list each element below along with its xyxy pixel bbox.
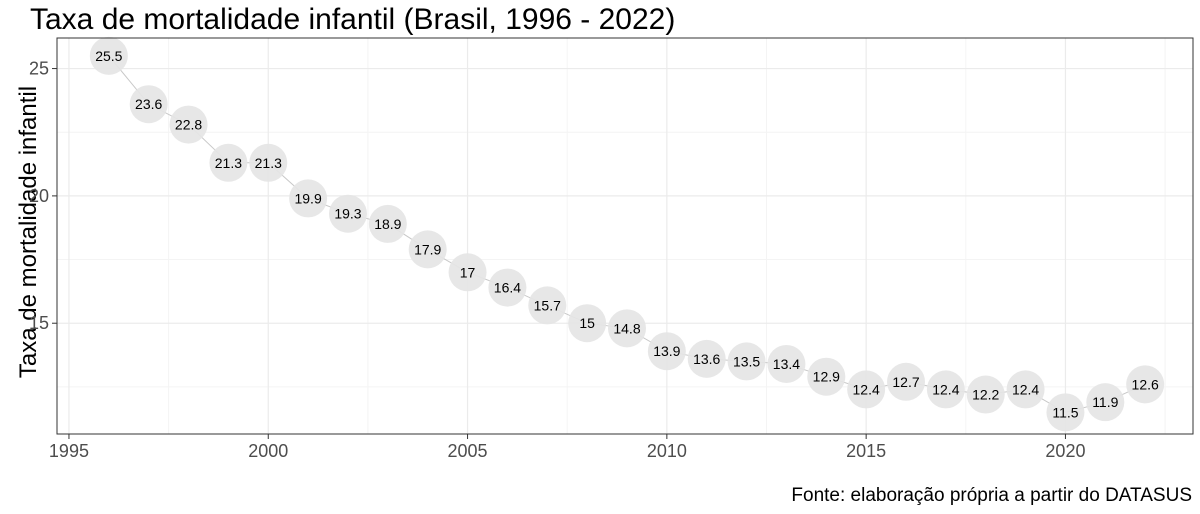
y-tick-label: 15 [29, 313, 49, 333]
data-label: 13.4 [773, 356, 800, 372]
data-point [767, 344, 806, 383]
data-label: 19.9 [294, 190, 321, 206]
data-point [129, 85, 168, 124]
series-line [108, 55, 1146, 413]
x-tick-label: 2020 [1045, 441, 1085, 461]
data-label: 11.5 [1052, 404, 1078, 420]
data-label: 23.6 [135, 96, 162, 112]
data-point [528, 286, 567, 325]
data-label: 12.4 [1012, 381, 1039, 397]
data-point [1086, 383, 1125, 422]
data-label: 17.9 [414, 241, 441, 257]
data-point [89, 36, 128, 75]
data-label: 14.8 [613, 320, 640, 336]
panel-border [56, 37, 1194, 435]
data-label: 16.4 [494, 280, 521, 296]
data-label: 13.6 [693, 351, 720, 367]
data-label: 11.9 [1092, 394, 1118, 410]
data-point [1126, 365, 1165, 404]
data-label: 12.6 [1132, 376, 1159, 392]
y-tick-label: 20 [29, 186, 49, 206]
data-point [448, 253, 487, 292]
x-axis: 1995 2000 2005 2010 2015 2020 [49, 434, 1085, 461]
data-point [926, 370, 965, 409]
data-point [568, 304, 607, 343]
x-tick-label: 1995 [49, 441, 89, 461]
data-label: 21.3 [215, 155, 242, 171]
y-axis: 15 20 25 [29, 59, 57, 333]
data-point [966, 375, 1005, 414]
series-line-group [108, 55, 1146, 413]
data-label: 22.8 [175, 117, 202, 133]
data-label: 13.9 [653, 343, 680, 359]
data-point [169, 105, 208, 144]
data-point [209, 143, 248, 182]
data-label: 17 [460, 264, 476, 280]
x-tick-label: 2010 [647, 441, 687, 461]
data-label: 12.7 [892, 374, 919, 390]
x-tick-label: 2000 [248, 441, 288, 461]
data-label: 12.4 [932, 381, 959, 397]
data-point [647, 332, 686, 371]
chart-title: Taxa de mortalidade infantil (Brasil, 19… [30, 3, 676, 36]
data-label: 25.5 [95, 48, 122, 64]
chart-caption: Fonte: elaboração própria a partir do DA… [791, 485, 1192, 506]
data-point [727, 342, 766, 381]
data-points: 25.5 23.6 22.8 21.3 21.3 19.9 19.3 18.9 17.9 17 16… [89, 36, 1165, 432]
data-label: 13.5 [733, 353, 760, 369]
data-label: 19.3 [334, 206, 361, 222]
data-point [368, 204, 407, 243]
data-point [328, 194, 367, 233]
data-point [1006, 370, 1045, 409]
data-point [408, 230, 447, 269]
y-tick-label: 25 [29, 59, 49, 79]
data-label: 15 [579, 315, 595, 331]
data-point [249, 143, 288, 182]
data-point [687, 339, 726, 378]
data-point [289, 179, 328, 218]
x-tick-label: 2015 [846, 441, 886, 461]
data-label: 12.2 [972, 387, 999, 403]
data-point [488, 268, 527, 307]
data-label: 12.9 [813, 369, 840, 385]
data-label: 12.4 [853, 381, 880, 397]
data-label: 21.3 [255, 155, 282, 171]
data-point [847, 370, 886, 409]
data-point [807, 357, 846, 396]
data-label: 18.9 [374, 216, 401, 232]
data-point [1046, 393, 1085, 432]
data-point [607, 309, 646, 348]
data-label: 15.7 [534, 297, 561, 313]
x-tick-label: 2005 [448, 441, 488, 461]
data-point [887, 362, 926, 401]
